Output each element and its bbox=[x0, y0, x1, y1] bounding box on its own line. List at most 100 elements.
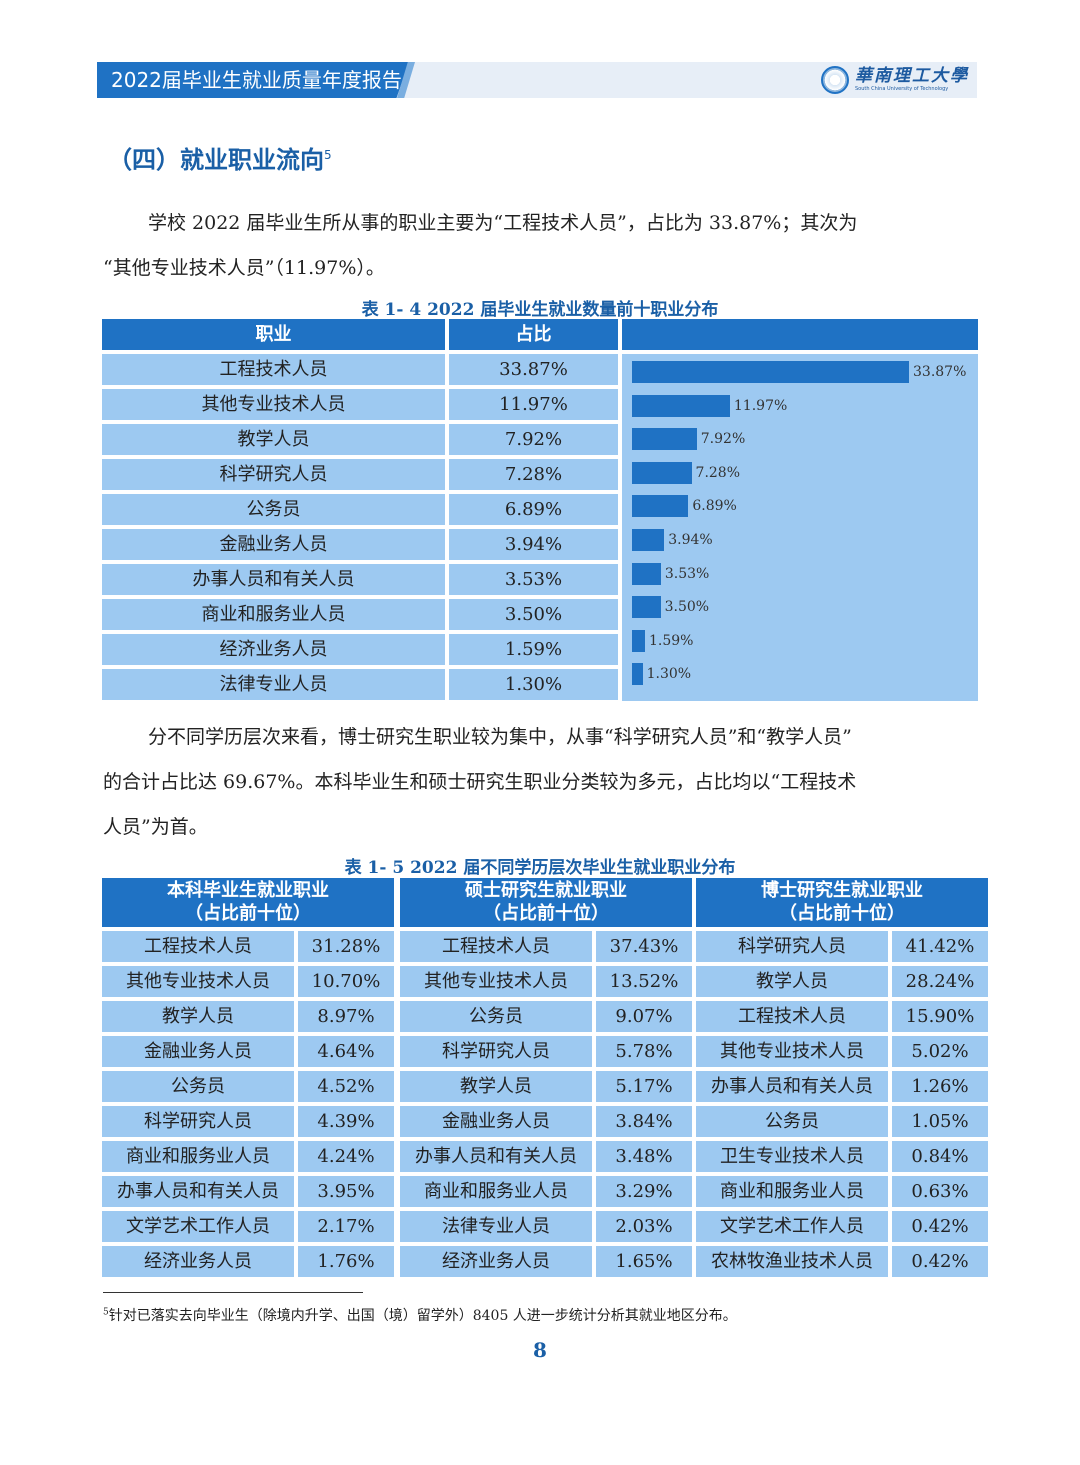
occupation-cell: 公务员 bbox=[400, 1001, 592, 1032]
occupation-cell: 金融业务人员 bbox=[400, 1106, 592, 1137]
share-cell: 8.97% bbox=[298, 1001, 394, 1032]
share-cell: 10.70% bbox=[298, 966, 394, 997]
share-cell: 6.89% bbox=[449, 494, 618, 525]
report-title: 2022届毕业生就业质量年度报告 bbox=[97, 62, 409, 98]
bar-value-label: 33.87% bbox=[913, 364, 967, 380]
occupation-cell: 科学研究人员 bbox=[102, 459, 445, 490]
bar bbox=[632, 495, 689, 518]
occupation-cell: 科学研究人员 bbox=[102, 1106, 294, 1137]
share-cell: 33.87% bbox=[449, 354, 618, 385]
section-title: （四）就业职业流向5 bbox=[108, 146, 332, 174]
occupation-cell: 科学研究人员 bbox=[696, 931, 888, 962]
share-cell: 3.50% bbox=[449, 599, 618, 630]
col-header-share: 占比 bbox=[449, 319, 618, 350]
share-cell: 5.78% bbox=[596, 1036, 692, 1067]
occupation-cell: 卫生专业技术人员 bbox=[696, 1141, 888, 1172]
share-cell: 7.28% bbox=[449, 459, 618, 490]
group-header: 硕士研究生就业职业 （占比前十位） bbox=[400, 878, 692, 927]
share-cell: 41.42% bbox=[892, 931, 988, 962]
occupation-cell: 工程技术人员 bbox=[102, 931, 294, 962]
group-header: 博士研究生就业职业 （占比前十位） bbox=[696, 878, 988, 927]
bar bbox=[632, 596, 661, 619]
bar-value-label: 11.97% bbox=[733, 397, 788, 414]
bar bbox=[632, 629, 645, 652]
share-cell: 7.92% bbox=[449, 424, 618, 455]
bar-chart: 33.87% 11.97% 7.92% 7.28% 6.89% 3.94% 3.53% 3.5… bbox=[622, 354, 978, 701]
bar-value-label: 3.94% bbox=[668, 532, 713, 548]
occupation-cell: 公务员 bbox=[102, 494, 445, 525]
group-subtitle: （占比前十位） bbox=[483, 903, 609, 924]
occupation-cell: 经济业务人员 bbox=[102, 1246, 294, 1277]
occupation-cell: 办事人员和有关人员 bbox=[696, 1071, 888, 1102]
occupation-cell: 其他专业技术人员 bbox=[102, 389, 445, 420]
share-cell: 11.97% bbox=[449, 389, 618, 420]
bar-value-label: 7.28% bbox=[695, 464, 741, 481]
occupation-cell: 公务员 bbox=[696, 1106, 888, 1137]
share-cell: 15.90% bbox=[892, 1001, 988, 1032]
bar-value-label: 6.89% bbox=[692, 498, 737, 515]
group-title: 博士研究生就业职业 bbox=[761, 880, 923, 901]
occupation-cell: 办事人员和有关人员 bbox=[102, 564, 445, 595]
occupation-cell: 科学研究人员 bbox=[400, 1036, 592, 1067]
bar-value-label: 7.92% bbox=[700, 431, 746, 448]
paragraph-2: 分不同学历层次来看，博士研究生职业较为集中，从事“科学研究人员”和“教学人员” … bbox=[103, 726, 857, 838]
share-cell: 1.26% bbox=[892, 1071, 988, 1102]
occupation-cell: 其他专业技术人员 bbox=[400, 966, 592, 997]
share-cell: 1.65% bbox=[596, 1246, 692, 1277]
col-header-occupation: 职业 bbox=[102, 319, 445, 350]
logo-name-en: South China University of Technology bbox=[855, 86, 949, 92]
occupation-cell: 教学人员 bbox=[102, 1001, 294, 1032]
table14-caption: 表 1- 4 2022 届毕业生就业数量前十职业分布 bbox=[361, 300, 719, 320]
bar bbox=[632, 663, 643, 686]
share-cell: 1.76% bbox=[298, 1246, 394, 1277]
share-cell: 3.48% bbox=[596, 1141, 692, 1172]
occupation-cell: 农林牧渔业技术人员 bbox=[696, 1246, 888, 1277]
share-cell: 3.84% bbox=[596, 1106, 692, 1137]
occupation-cell: 文学艺术工作人员 bbox=[696, 1211, 888, 1242]
footnote-ref: 5 bbox=[324, 148, 332, 162]
share-cell: 1.59% bbox=[449, 634, 618, 665]
share-cell: 1.05% bbox=[892, 1106, 988, 1137]
share-cell: 3.53% bbox=[449, 564, 618, 595]
bar bbox=[632, 361, 909, 383]
seal-icon bbox=[821, 66, 849, 94]
share-cell: 13.52% bbox=[596, 966, 692, 997]
occupation-cell: 工程技术人员 bbox=[696, 1001, 888, 1032]
occupation-cell: 金融业务人员 bbox=[102, 1036, 294, 1067]
share-cell: 28.24% bbox=[892, 966, 988, 997]
occupation-cell: 其他专业技术人员 bbox=[696, 1036, 888, 1067]
paragraph-1: 学校 2022 届毕业生所从事的职业主要为“工程技术人员”，占比为 33.87%… bbox=[103, 212, 858, 279]
group-subtitle: （占比前十位） bbox=[185, 903, 311, 924]
occupation-cell: 经济业务人员 bbox=[102, 634, 445, 665]
bar bbox=[632, 529, 665, 551]
occupation-cell: 法律专业人员 bbox=[400, 1211, 592, 1242]
share-cell: 1.30% bbox=[449, 669, 618, 700]
occupation-cell: 经济业务人员 bbox=[400, 1246, 592, 1277]
group-header: 本科毕业生就业职业 （占比前十位） bbox=[102, 878, 394, 927]
bar-value-label: 3.50% bbox=[664, 599, 710, 616]
occupation-cell: 工程技术人员 bbox=[400, 931, 592, 962]
bar bbox=[632, 562, 661, 585]
occupation-cell: 其他专业技术人员 bbox=[102, 966, 294, 997]
occupation-cell: 商业和服务业人员 bbox=[102, 599, 445, 630]
page-number: 8 bbox=[533, 1338, 547, 1362]
share-cell: 0.42% bbox=[892, 1211, 988, 1242]
share-cell: 2.03% bbox=[596, 1211, 692, 1242]
group-title: 本科毕业生就业职业 bbox=[167, 880, 329, 901]
page-header: 2022届毕业生就业质量年度报告 華南理工大學 South China Univ… bbox=[97, 62, 977, 98]
bar bbox=[632, 428, 697, 451]
share-cell: 4.24% bbox=[298, 1141, 394, 1172]
occupation-cell: 商业和服务业人员 bbox=[696, 1176, 888, 1207]
bar bbox=[632, 394, 730, 417]
occupation-cell: 办事人员和有关人员 bbox=[102, 1176, 294, 1207]
occupation-cell: 教学人员 bbox=[696, 966, 888, 997]
share-cell: 5.17% bbox=[596, 1071, 692, 1102]
share-cell: 4.64% bbox=[298, 1036, 394, 1067]
occupation-cell: 办事人员和有关人员 bbox=[400, 1141, 592, 1172]
footnote: 5针对已落实去向毕业生（除境内升学、出国（境）留学外）8405 人进一步统计分析… bbox=[103, 1307, 737, 1324]
share-cell: 3.95% bbox=[298, 1176, 394, 1207]
share-cell: 2.17% bbox=[298, 1211, 394, 1242]
col-header-chart bbox=[622, 319, 978, 350]
bar-value-label: 1.59% bbox=[649, 632, 694, 649]
occupation-cell: 商业和服务业人员 bbox=[400, 1176, 592, 1207]
